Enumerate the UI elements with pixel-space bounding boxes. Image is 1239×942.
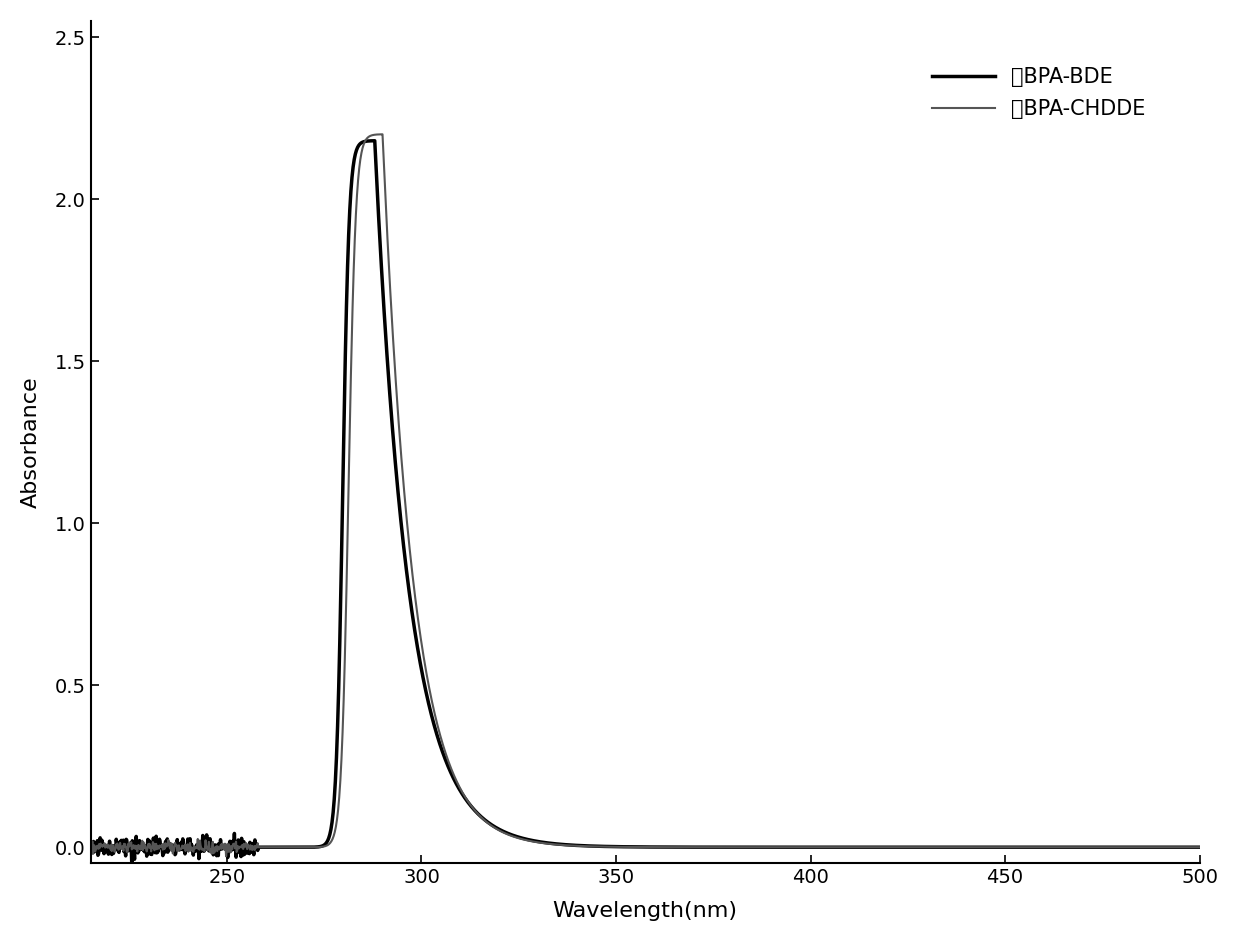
聚BPA-CHDDE — [1161, 841, 1176, 853]
聚BPA-BDE — [124, 857, 139, 869]
聚BPA-BDE — [1161, 841, 1176, 853]
聚BPA-CHDDE — [1161, 841, 1176, 853]
聚BPA-CHDDE — [623, 841, 638, 853]
聚BPA-BDE — [595, 840, 610, 852]
Legend: 聚BPA-BDE, 聚BPA-CHDDE: 聚BPA-BDE, 聚BPA-CHDDE — [922, 57, 1156, 130]
聚BPA-BDE — [1161, 841, 1176, 853]
聚BPA-CHDDE — [958, 841, 973, 853]
聚BPA-BDE — [83, 844, 98, 855]
聚BPA-CHDDE — [83, 844, 98, 855]
聚BPA-BDE — [958, 841, 973, 853]
聚BPA-CHDDE — [1192, 841, 1207, 853]
聚BPA-BDE — [367, 135, 382, 146]
聚BPA-CHDDE — [218, 851, 233, 862]
聚BPA-BDE — [1192, 841, 1207, 853]
Line: 聚BPA-BDE: 聚BPA-BDE — [90, 140, 1199, 863]
聚BPA-BDE — [623, 841, 638, 853]
聚BPA-CHDDE — [375, 129, 390, 140]
聚BPA-CHDDE — [140, 843, 155, 854]
聚BPA-BDE — [140, 834, 155, 845]
Y-axis label: Absorbance: Absorbance — [21, 376, 41, 508]
Line: 聚BPA-CHDDE: 聚BPA-CHDDE — [90, 135, 1199, 856]
聚BPA-CHDDE — [595, 841, 610, 853]
X-axis label: Wavelength(nm): Wavelength(nm) — [553, 901, 737, 921]
